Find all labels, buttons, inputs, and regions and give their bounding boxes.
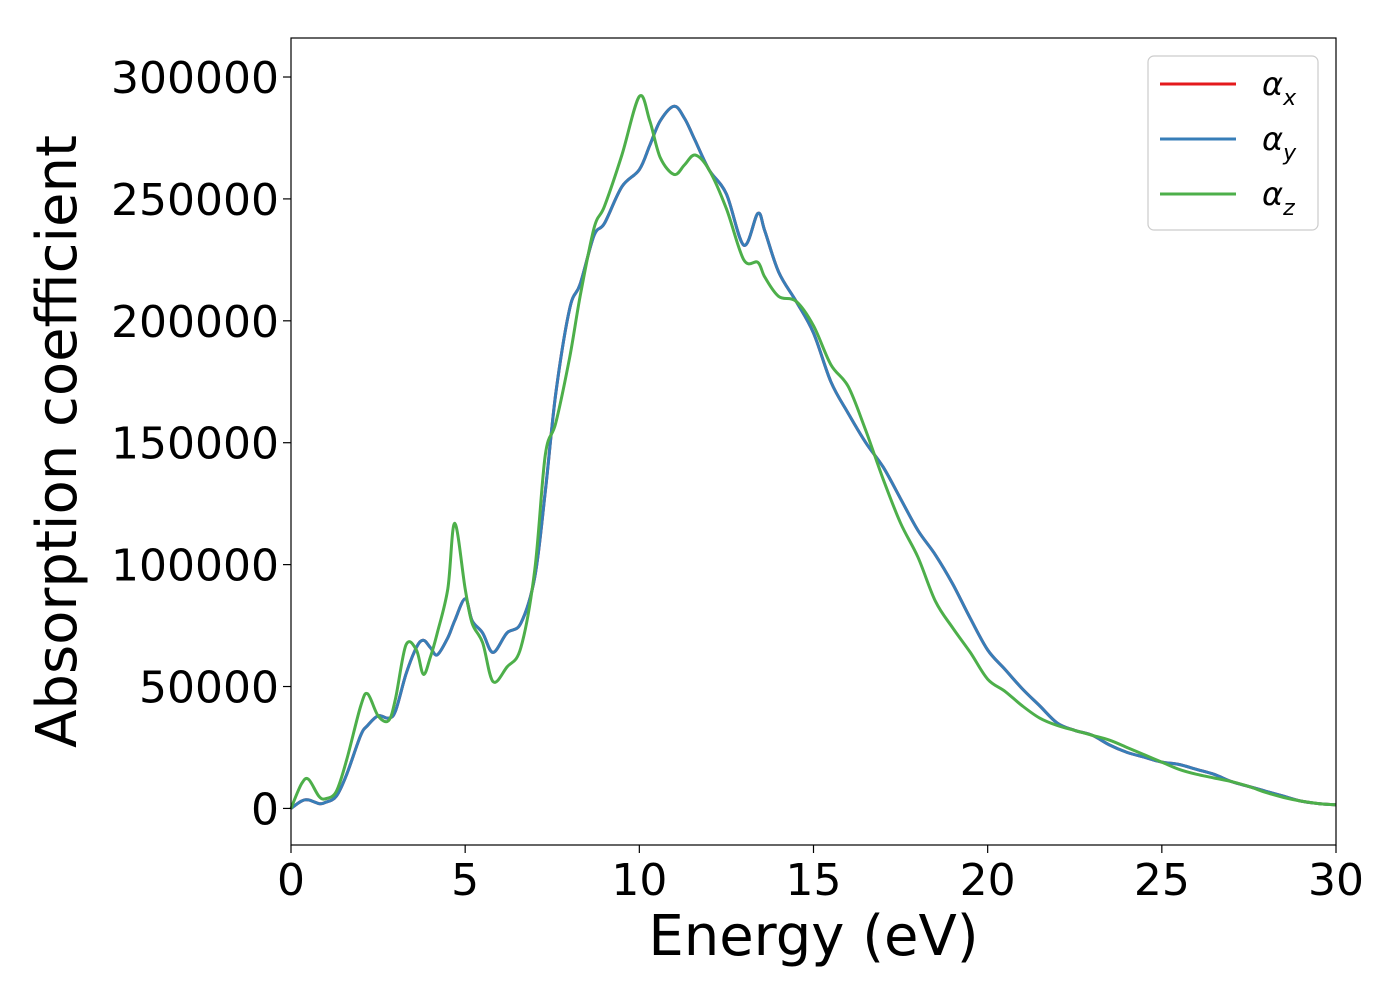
series-line-alpha-z — [289, 93, 1337, 809]
y-tick-label: 150000 — [111, 419, 279, 470]
series-layer — [289, 93, 1337, 810]
y-axis-title: Absorption coefficient — [25, 135, 90, 748]
y-tick-label: 0 — [251, 784, 279, 835]
x-tick-label: 30 — [1308, 855, 1364, 906]
y-tick-label: 200000 — [111, 297, 279, 348]
legend-box — [1147, 55, 1319, 231]
y-tick-label: 50000 — [139, 663, 279, 714]
x-tick-label: 10 — [611, 855, 667, 906]
x-tick-label: 5 — [451, 855, 479, 906]
x-tick-label: 20 — [960, 855, 1016, 906]
x-tick-label: 0 — [277, 855, 305, 906]
y-tick-label: 100000 — [111, 541, 279, 592]
y-tick-label: 250000 — [111, 175, 279, 226]
y-tick-label: 300000 — [111, 53, 279, 104]
x-tick-label: 15 — [786, 855, 842, 906]
x-axis-title: Energy (eV) — [648, 904, 978, 969]
series-line-alpha-y — [290, 104, 1337, 810]
x-tick-label: 25 — [1134, 855, 1190, 906]
tick-layer: 0 5 10 15 20 25 30 0 50000 100000 150000 200000 2500… — [111, 53, 1364, 906]
